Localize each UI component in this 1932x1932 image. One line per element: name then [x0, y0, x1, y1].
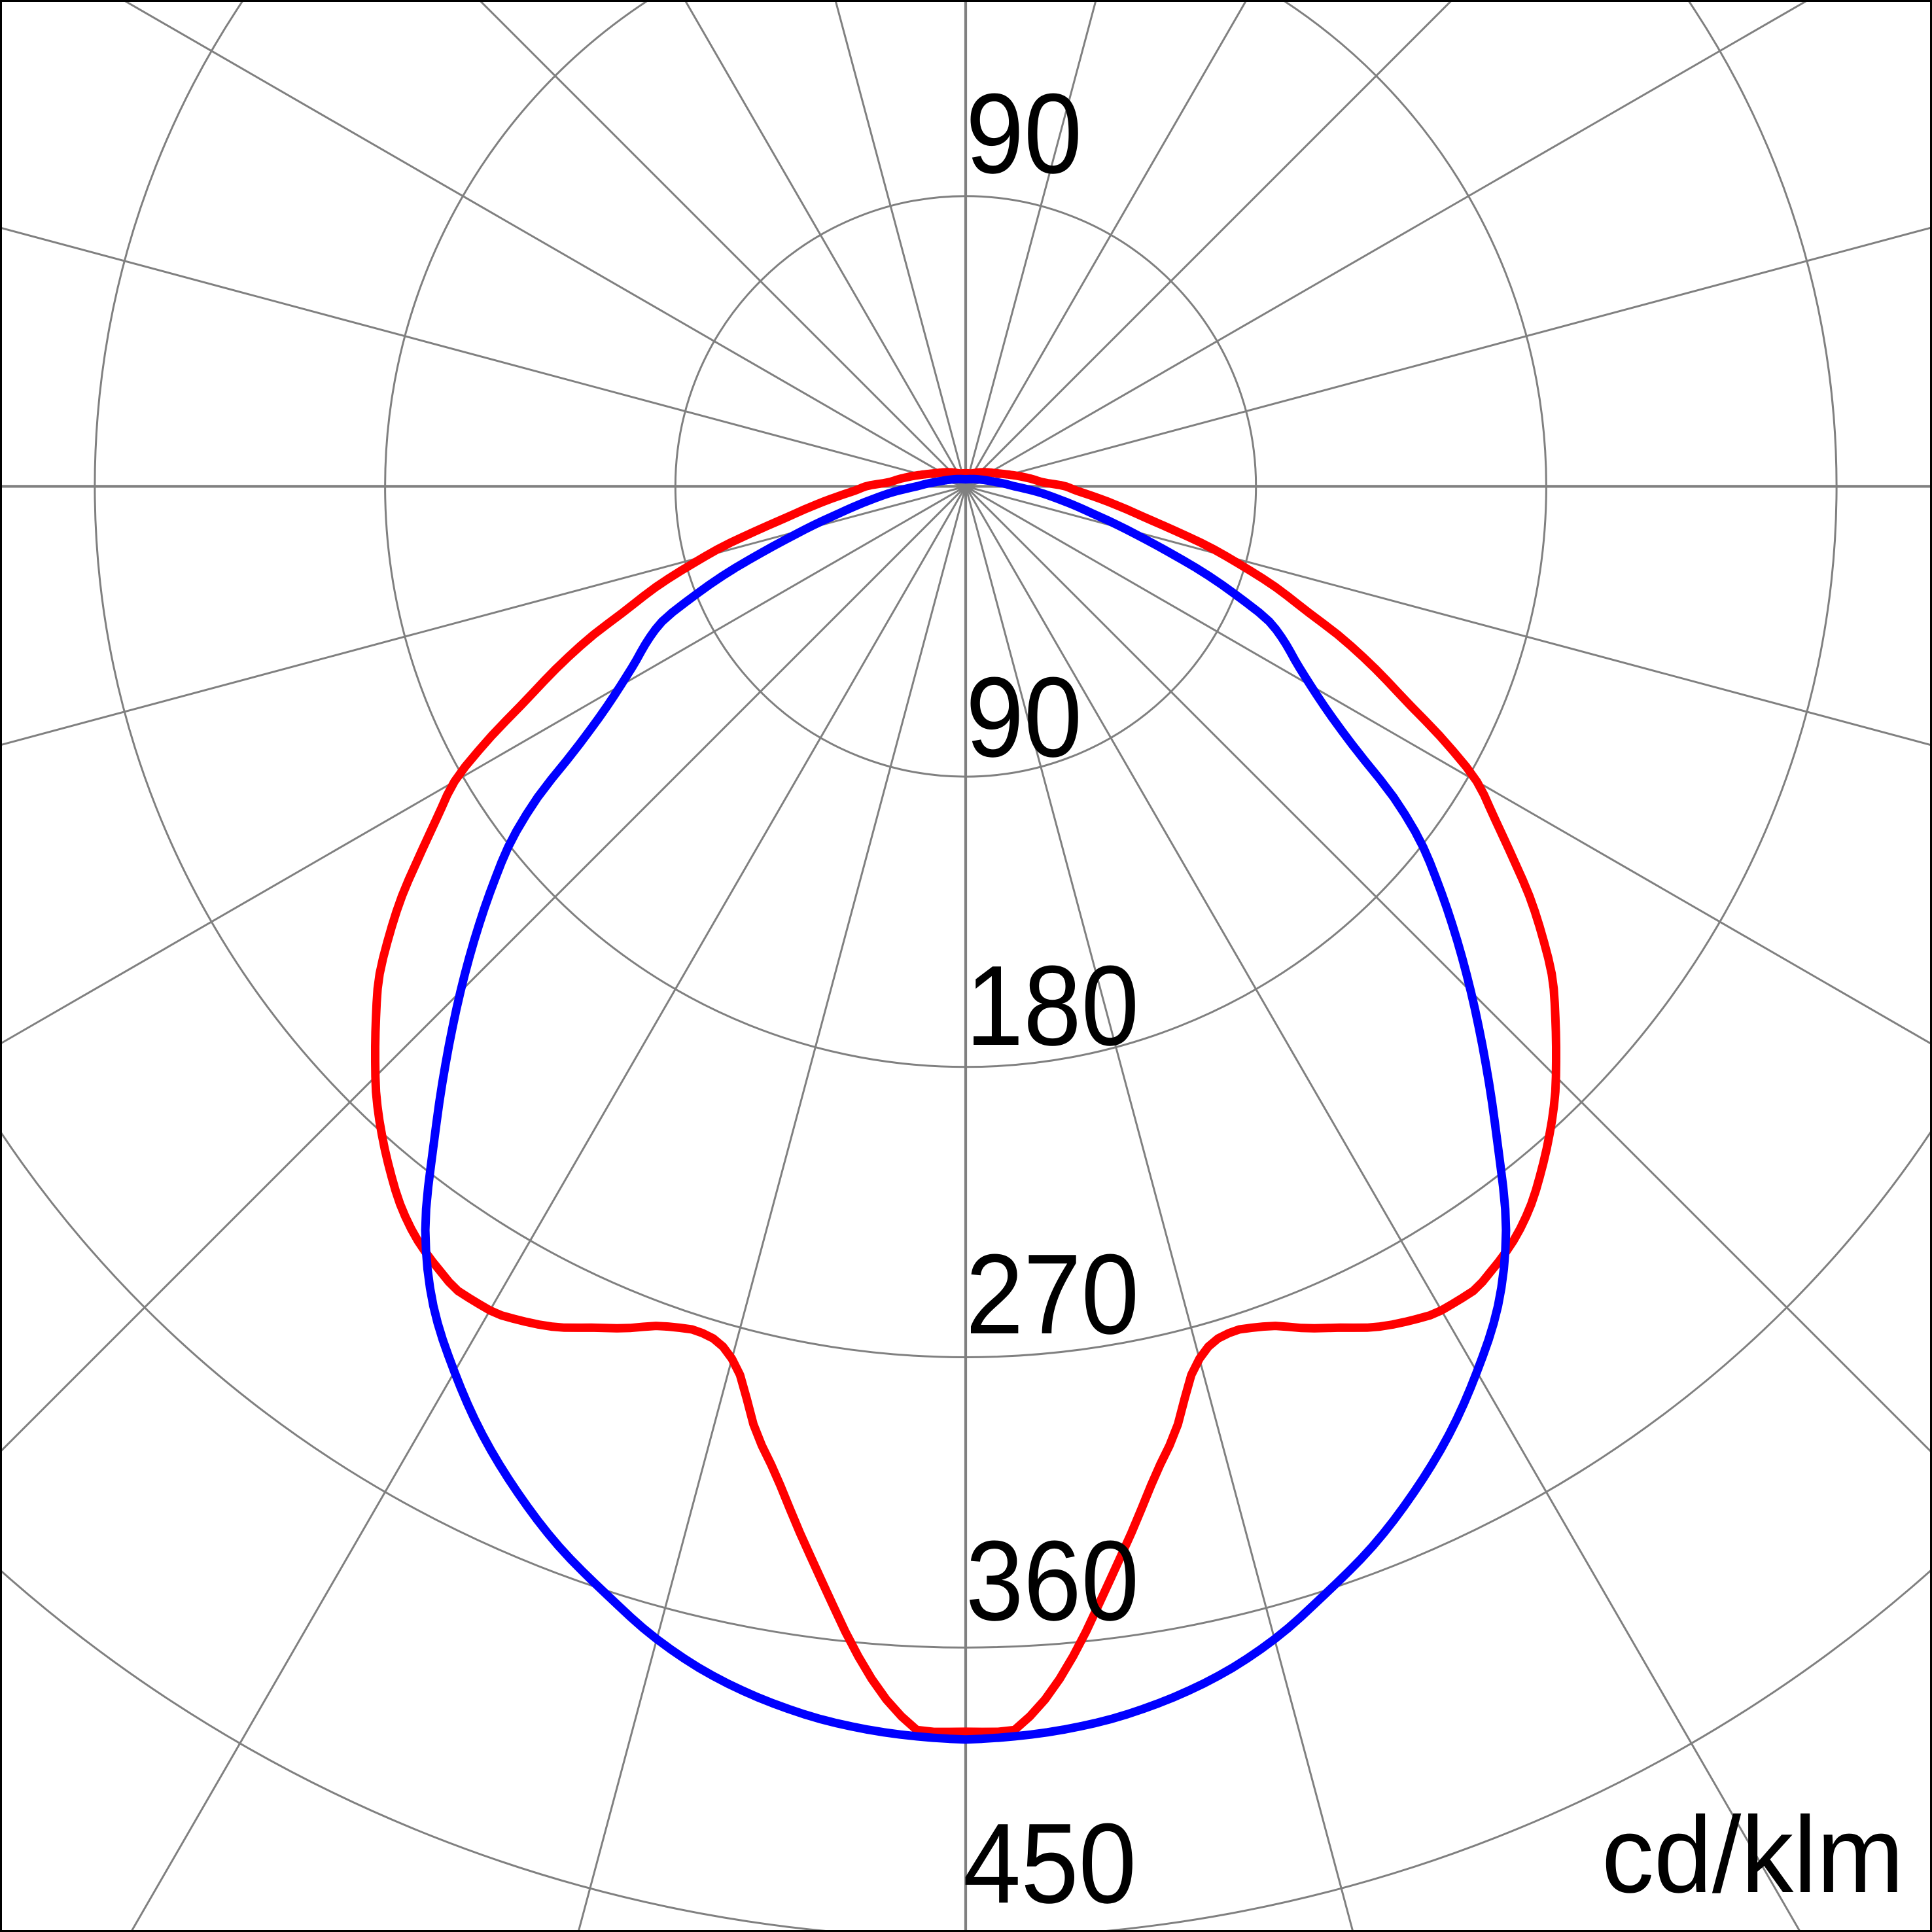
svg-text:270: 270: [966, 1230, 1139, 1358]
svg-text:360: 360: [966, 1517, 1139, 1644]
svg-text:cd/klm: cd/klm: [1602, 1795, 1904, 1916]
svg-text:90: 90: [966, 653, 1082, 781]
svg-text:450: 450: [963, 1799, 1136, 1927]
svg-text:90: 90: [966, 69, 1082, 197]
svg-text:180: 180: [966, 941, 1139, 1069]
